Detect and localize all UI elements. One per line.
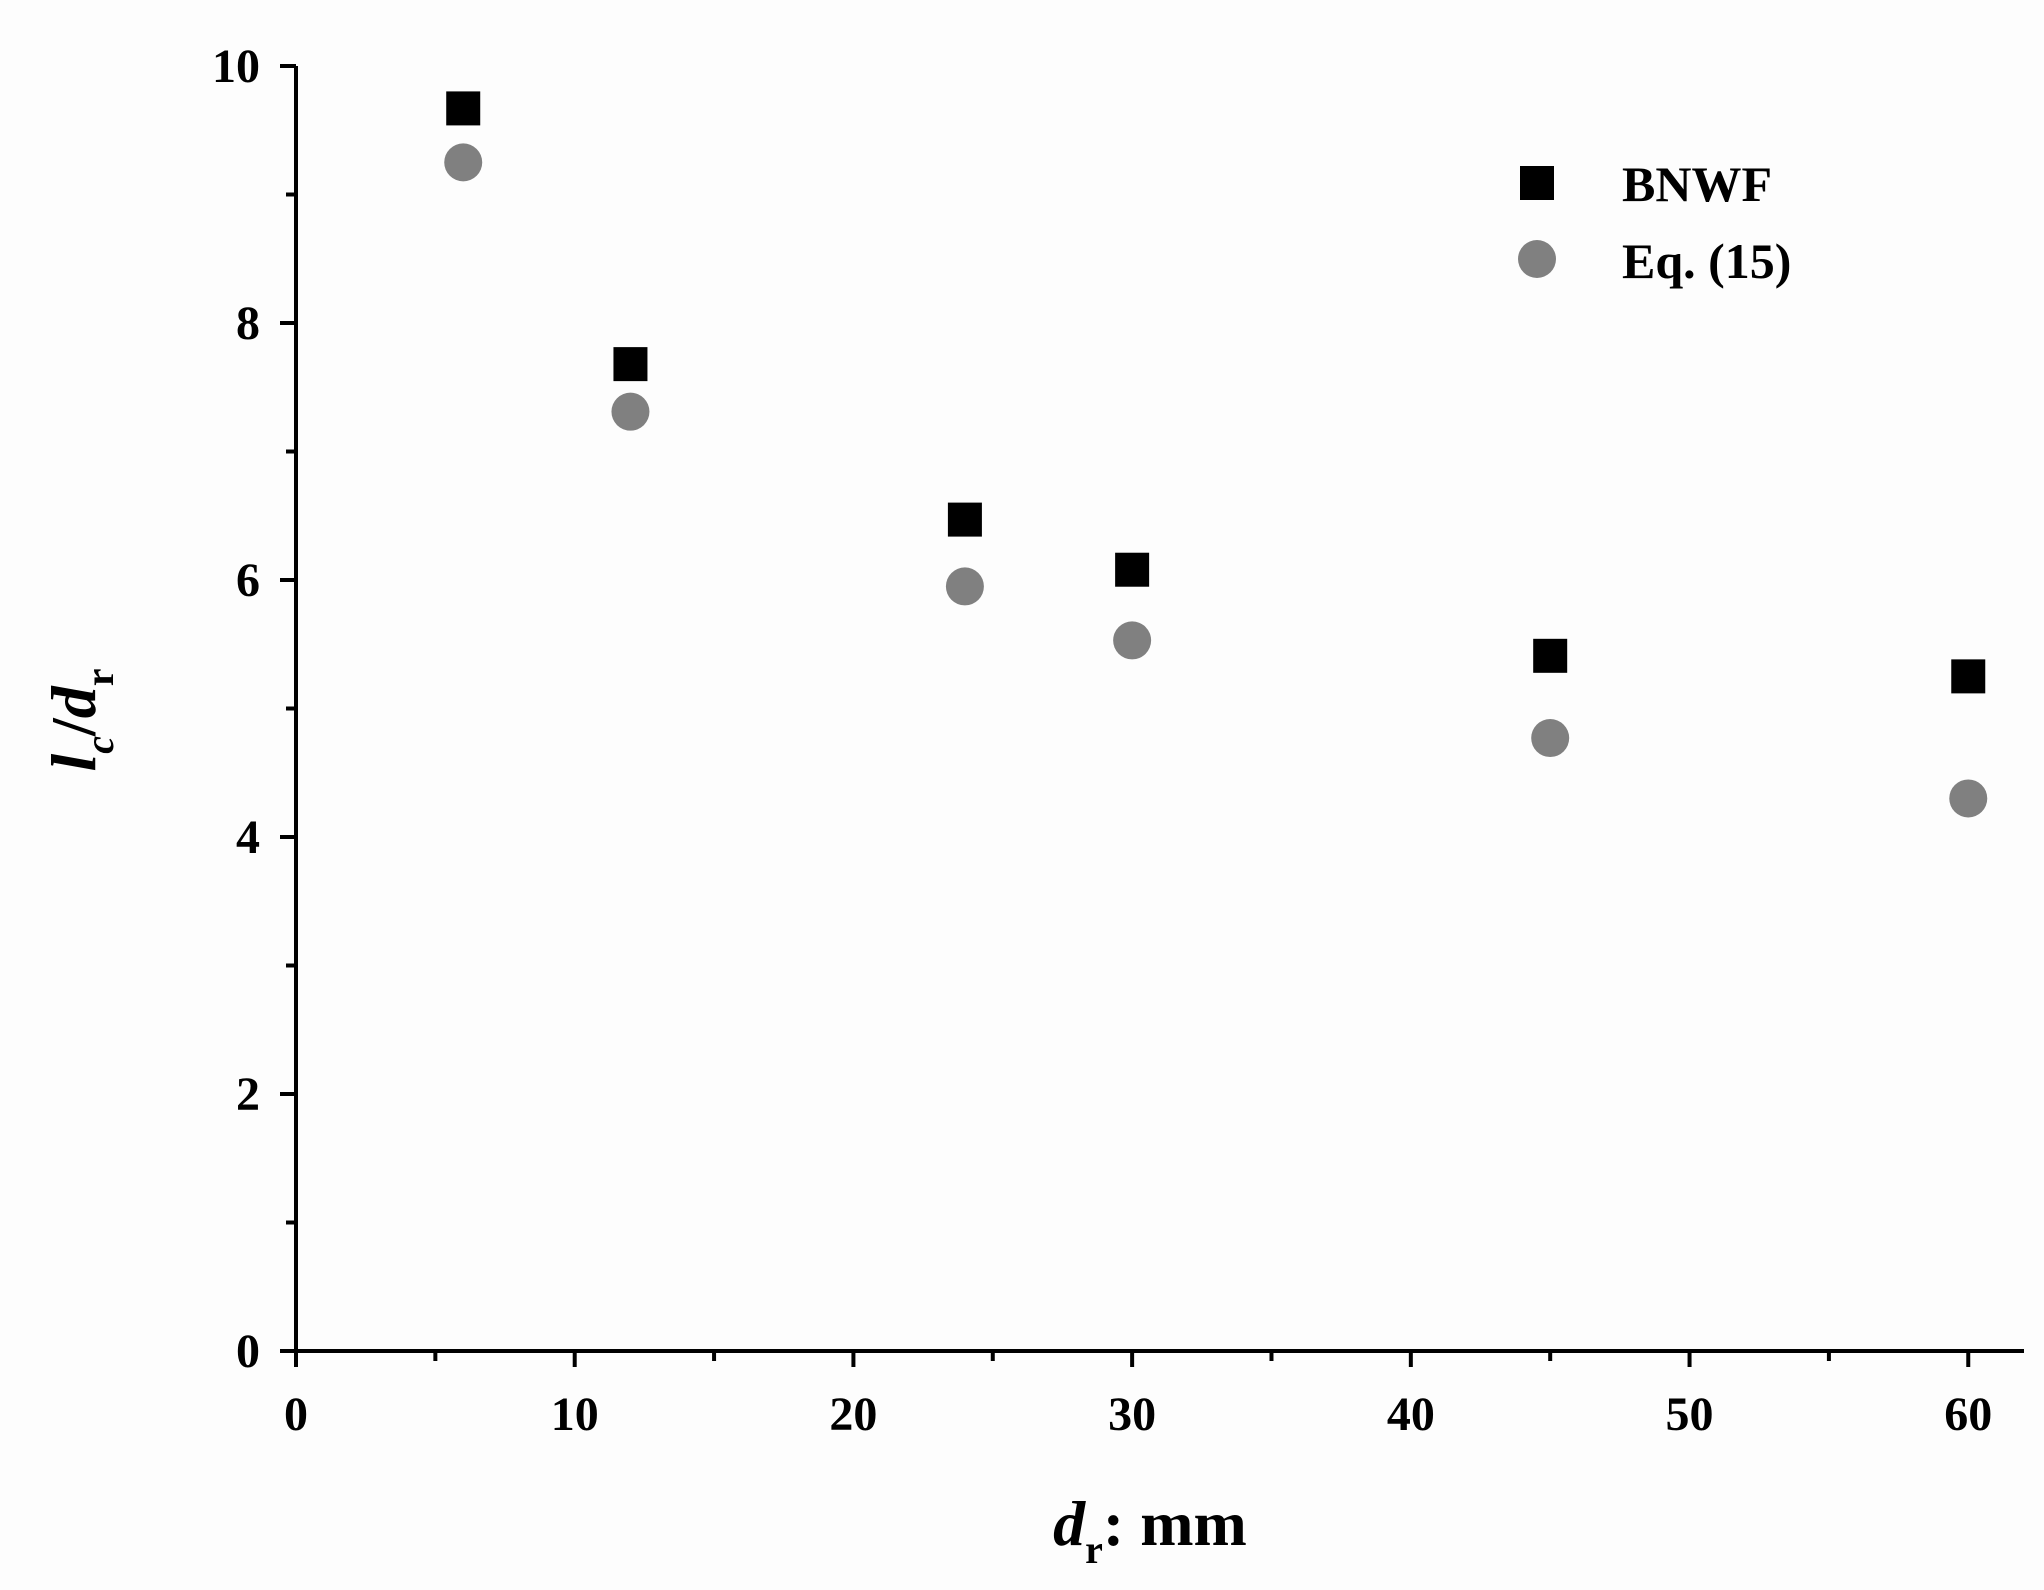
bnwf-point [1951, 659, 1986, 694]
bnwf-point [947, 502, 982, 537]
y-tick-label: 10 [212, 40, 260, 93]
eq15-point [1531, 719, 1570, 758]
y-tick-label: 8 [236, 297, 260, 350]
x-tick-label: 30 [1108, 1388, 1156, 1441]
eq15-point [1113, 621, 1152, 660]
legend-marker-eq15 [1518, 240, 1556, 278]
bnwf-point [446, 91, 481, 126]
y-tick-label: 4 [236, 811, 260, 864]
y-axis-title-num: l [38, 754, 109, 772]
y-tick-label: 2 [236, 1068, 260, 1121]
legend-label-eq15: Eq. (15) [1622, 233, 1791, 289]
y-axis-title: lc/dr [38, 668, 122, 771]
x-tick-label: 40 [1387, 1388, 1435, 1441]
y-axis-title-sep: / [38, 717, 109, 737]
legend: BNWF Eq. (15) [1518, 156, 1791, 289]
y-axis-title-den-sub: r [77, 668, 122, 686]
x-tick-label: 10 [551, 1388, 599, 1441]
bnwf-point [1533, 638, 1568, 673]
y-tick-label: 6 [236, 554, 260, 607]
bnwf-point [613, 347, 648, 382]
y-axis-title-den: d [38, 685, 109, 718]
x-axis-title-sub: r [1085, 1527, 1103, 1572]
eq15-point [444, 143, 483, 182]
data-points [444, 91, 1988, 818]
y-axis-ticks: 0 2 4 6 8 10 [212, 40, 296, 1378]
x-tick-label: 50 [1666, 1388, 1714, 1441]
legend-marker-bnwf [1520, 166, 1554, 200]
x-axis-title-var: d [1053, 1488, 1086, 1559]
x-tick-label: 20 [829, 1388, 877, 1441]
x-axis-ticks: 0 10 20 30 40 50 60 [284, 1351, 1992, 1441]
legend-label-bnwf: BNWF [1622, 156, 1772, 212]
y-tick-label: 0 [236, 1325, 260, 1378]
bnwf-point [1115, 552, 1150, 587]
y-axis-title-num-sub: c [77, 736, 122, 754]
x-tick-label: 60 [1944, 1388, 1992, 1441]
x-tick-label: 0 [284, 1388, 308, 1441]
eq15-point [945, 567, 984, 606]
eq15-point [1949, 779, 1988, 818]
eq15-point [611, 392, 650, 431]
x-axis-title-suffix: : mm [1103, 1488, 1247, 1559]
x-axis-title: dr: mm [1053, 1488, 1247, 1572]
